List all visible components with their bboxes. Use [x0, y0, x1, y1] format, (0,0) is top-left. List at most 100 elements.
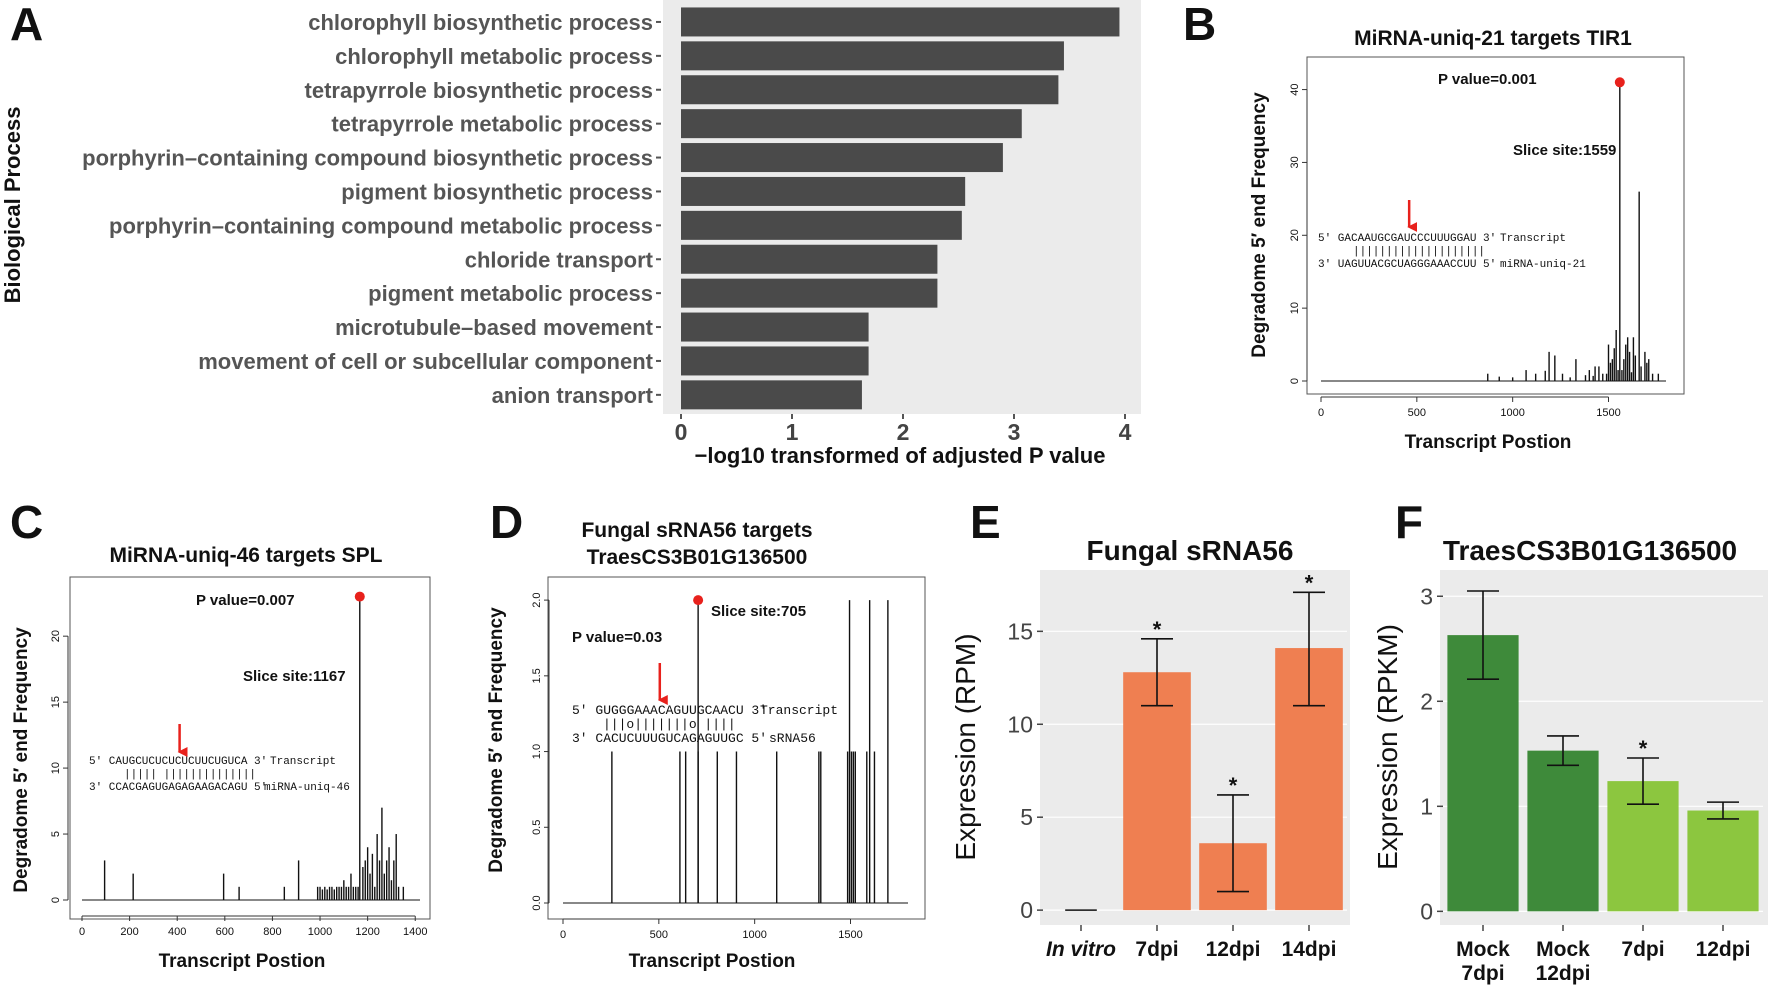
- panel-f-category-label: 7dpi: [1461, 962, 1504, 985]
- panel-a-xlabel: −log10 transformed of adjusted P value: [695, 443, 1106, 468]
- panel-b-ytick-label: 40: [1289, 83, 1301, 95]
- panel-a-category-label: chlorophyll biosynthetic process: [308, 10, 653, 35]
- panel-d-seq-pairs: |||o|||||||o ||||: [603, 717, 736, 732]
- panel-c-xtick-label: 600: [216, 926, 234, 938]
- panel-b-title: MiRNA-uniq-21 targets TIR1: [1354, 27, 1632, 50]
- panel-e-category-label: In vitro: [1046, 938, 1116, 961]
- panel-d-seq-srna: 3' CACUCUUUGUCAGAGUUGC 5': [572, 731, 767, 746]
- panel-a-bar: [681, 143, 1003, 173]
- panel-c-seq-mirna-label: miRNA-uniq-46: [264, 782, 350, 794]
- panel-c-seq-mirna: 3' CCACGAGUGAGAGAAGACAGU 5': [89, 782, 267, 794]
- panel-d-xtick-label: 1000: [742, 929, 766, 941]
- panel-b-xtick-label: 0: [1318, 407, 1324, 419]
- panel-b-seq-mirna-label: miRNA-uniq-21: [1500, 259, 1586, 271]
- panel-c-xtick-label: 1200: [355, 926, 379, 938]
- panel-f-category-label: Mock: [1536, 938, 1590, 961]
- panel-a-bar: [681, 278, 938, 308]
- panel-b-ytick-label: 0: [1289, 378, 1301, 384]
- panel-b-ytick-label: 20: [1289, 229, 1301, 241]
- panel-c-frame: [69, 576, 431, 920]
- panel-a-xtick-label: 3: [1008, 419, 1021, 445]
- panel-a-category-label: anion transport: [492, 383, 654, 408]
- panel-e-significance-star: *: [1229, 773, 1238, 798]
- panel-a-category-label: pigment metabolic process: [368, 281, 653, 306]
- panel-c-chart: MiRNA-uniq-46 targets SPL 0 200 400 600 800 1…: [11, 544, 431, 972]
- panel-f-ylabel: Expression (RPKM): [1372, 624, 1403, 870]
- panel-c-xtick-label: 200: [120, 926, 138, 938]
- panel-letter-a: A: [10, 0, 43, 50]
- panel-d-slice-site: Slice site:705: [711, 603, 806, 620]
- panel-f-title: TraesCS3B01G136500: [1443, 535, 1737, 566]
- panel-c-ytick-label: 20: [50, 630, 62, 642]
- panel-letter-b: B: [1183, 0, 1216, 50]
- panel-a-category-label: porphyrin–containing compound metabolic …: [109, 213, 653, 238]
- panel-b-xtick-label: 500: [1408, 407, 1426, 419]
- panel-d-pvalue: P value=0.03: [572, 629, 662, 646]
- panel-f-significance-star: *: [1639, 736, 1648, 761]
- panel-a-bar: [681, 176, 966, 206]
- panel-c-alignment: 5' CAUGCUCUCUCUCUUCUGUCA 3' Transcript |…: [89, 756, 350, 794]
- panel-c-slice-dot: [354, 591, 365, 602]
- panel-f-ytick-label: 0: [1420, 898, 1433, 924]
- panel-e-category-label: 14dpi: [1282, 938, 1337, 961]
- panel-letter-f: F: [1395, 496, 1423, 548]
- panel-f-bar: [1447, 635, 1519, 912]
- panel-d-slice-dot: [693, 595, 704, 606]
- panel-e-ytick-label: 15: [1007, 618, 1033, 644]
- panel-f-category-label: 7dpi: [1621, 938, 1664, 961]
- panel-b-ylabel: Degradome 5′ end Frequency: [1249, 92, 1270, 358]
- panel-a-bar: [681, 244, 938, 274]
- panel-b-ytick-label: 30: [1289, 156, 1301, 168]
- panel-c-title: MiRNA-uniq-46 targets SPL: [109, 544, 382, 567]
- panel-c-ylabel: Degradome 5′ end Frequency: [11, 627, 32, 893]
- panel-a-category-label: chloride transport: [465, 247, 654, 272]
- panel-b-alignment: 5' GACAAUGCGAUCCCUUUGGAU 3' Transcript |…: [1318, 233, 1586, 271]
- panel-c-xtick-label: 1400: [403, 926, 427, 938]
- panel-d-xtick-label: 500: [650, 929, 668, 941]
- panel-b-seq-mirna: 3' UAGUUACGCUAGGGAAACCUU 5': [1318, 259, 1496, 271]
- panel-d-seq-transcript-label: Transcript: [760, 703, 838, 718]
- panel-letter-d: D: [490, 496, 523, 548]
- panel-f-bar: [1527, 750, 1599, 912]
- panel-e-significance-star: *: [1153, 617, 1162, 642]
- panel-d-seq-srna-label: sRNA56: [769, 731, 816, 746]
- panel-d-seq-transcript: 5' GUGGGAAACAGUUGCAACU 3': [572, 703, 767, 718]
- panel-b-ytick-label: 10: [1289, 302, 1301, 314]
- panel-e-bar: [1123, 672, 1191, 911]
- panel-a-xtick-label: 2: [897, 419, 910, 445]
- panel-a-bar: [681, 312, 869, 342]
- panel-a-category-label: chlorophyll metabolic process: [335, 44, 653, 69]
- panel-a-category-label: tetrapyrrole biosynthetic process: [305, 78, 653, 103]
- panel-a-chart: chlorophyll biosynthetic process chloroph…: [0, 0, 1141, 468]
- panel-e-title: Fungal sRNA56: [1087, 535, 1294, 566]
- panel-b-slice-site: Slice site:1559: [1513, 142, 1616, 159]
- panel-a-category-label: porphyrin–containing compound biosynthet…: [82, 146, 653, 171]
- panel-b-seq-transcript-label: Transcript: [1500, 233, 1566, 245]
- panel-f-category-label: 12dpi: [1696, 938, 1751, 961]
- panel-c-seq-pairs: ||||| ||||||||||||||: [124, 769, 256, 781]
- panel-a-xtick-label: 4: [1119, 419, 1132, 445]
- panel-f-ytick-label: 3: [1420, 583, 1433, 609]
- panel-c-xtick-label: 0: [79, 926, 85, 938]
- panel-a-bar: [681, 75, 1059, 105]
- panel-d-xtick-label: 0: [560, 929, 566, 941]
- panel-b-slice-dot: [1614, 77, 1625, 88]
- panel-d-alignment: 5' GUGGGAAACAGUUGCAACU 3' Transcript |||…: [572, 703, 838, 746]
- panel-a-ylabel: Biological Process: [0, 107, 25, 304]
- panel-c-ytick-label: 0: [50, 897, 62, 903]
- panel-f-ytick-label: 2: [1420, 688, 1433, 714]
- panel-c-ytick-label: 10: [50, 762, 62, 774]
- panel-d-ytick-label: 2.0: [531, 592, 543, 607]
- panel-c-xtick-label: 400: [168, 926, 186, 938]
- panel-d-ylabel: Degradome 5′ end Frequency: [486, 607, 507, 873]
- panel-e-category-label: 12dpi: [1206, 938, 1261, 961]
- panel-d-title-line1: Fungal sRNA56 targets: [581, 519, 812, 542]
- panel-c-ytick-label: 5: [50, 831, 62, 837]
- panel-d-ytick-label: 0.0: [531, 895, 543, 910]
- panel-f-bar: [1687, 810, 1759, 912]
- panel-a-bar: [681, 109, 1022, 139]
- panel-c-seq-transcript-label: Transcript: [270, 756, 336, 768]
- panel-b-xtick-label: 1000: [1500, 407, 1524, 419]
- panel-letter-c: C: [10, 496, 43, 548]
